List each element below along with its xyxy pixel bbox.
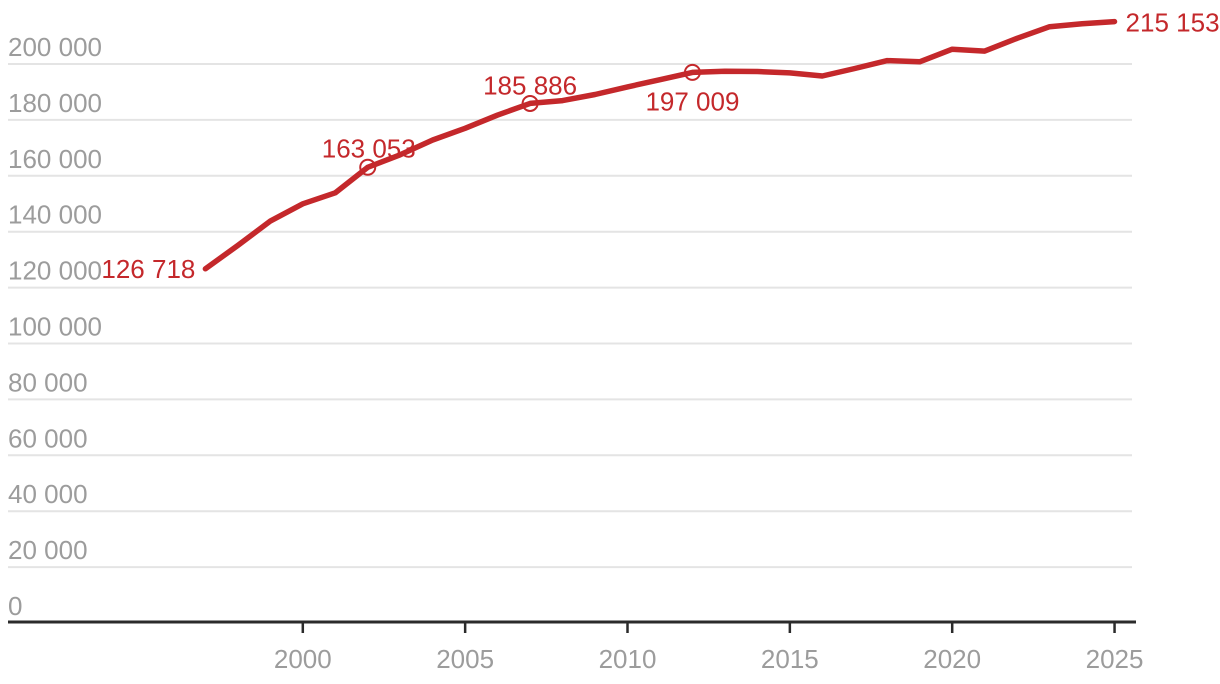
value-annotation: 197 009 bbox=[645, 86, 739, 116]
y-axis-label: 80 000 bbox=[8, 367, 88, 397]
x-axis-label: 2005 bbox=[436, 644, 494, 674]
data-point-marker bbox=[521, 94, 539, 112]
value-annotation: 163 053 bbox=[322, 133, 416, 163]
x-axis-label: 2025 bbox=[1086, 644, 1144, 674]
data-point-marker bbox=[359, 158, 377, 176]
y-axis-label: 120 000 bbox=[8, 256, 102, 286]
y-axis-label: 180 000 bbox=[8, 88, 102, 118]
y-axis-label: 60 000 bbox=[8, 423, 88, 453]
x-axis-label: 2010 bbox=[599, 644, 657, 674]
y-axis-label: 160 000 bbox=[8, 144, 102, 174]
value-annotation: 185 886 bbox=[483, 70, 577, 100]
value-annotation: 215 153 bbox=[1126, 8, 1220, 38]
data-line bbox=[202, 18, 1118, 272]
y-axis-label: 100 000 bbox=[8, 312, 102, 342]
value-annotation: 126 718 bbox=[101, 254, 195, 284]
x-axis-label: 2015 bbox=[761, 644, 819, 674]
y-axis-label: 140 000 bbox=[8, 200, 102, 230]
y-axis-label: 40 000 bbox=[8, 479, 88, 509]
x-axis-label: 2000 bbox=[274, 644, 332, 674]
y-axis-label: 20 000 bbox=[8, 535, 88, 565]
x-axis-label: 2020 bbox=[923, 644, 981, 674]
y-axis-label: 200 000 bbox=[8, 32, 102, 62]
data-point-marker bbox=[683, 63, 701, 81]
y-axis-label: 0 bbox=[8, 591, 22, 621]
